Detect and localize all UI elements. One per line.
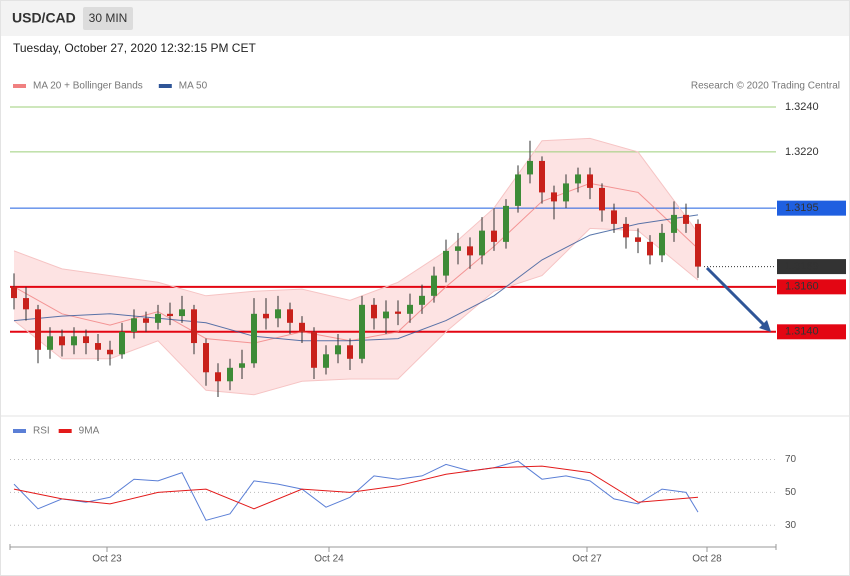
candle-body — [551, 192, 557, 202]
candle-body — [251, 313, 257, 364]
band-fill — [14, 138, 698, 395]
x-tick-label: Oct 23 — [92, 554, 122, 565]
symbol: USD/CAD — [12, 10, 76, 26]
level-label: 1.3160 — [785, 281, 819, 293]
candle-body — [599, 187, 605, 211]
timeframe: 30 MIN — [89, 11, 128, 25]
header-bar — [1, 1, 849, 36]
candle-body — [299, 322, 305, 332]
candle-body — [371, 304, 377, 319]
candle-body — [659, 232, 665, 256]
candle-body — [131, 318, 137, 332]
candle-body — [275, 309, 281, 319]
legend-label: MA 50 — [179, 81, 208, 92]
candle-body — [59, 336, 65, 346]
candle-body — [623, 223, 629, 238]
candle-body — [167, 313, 173, 317]
candle-body — [335, 345, 341, 355]
candle-body — [575, 174, 581, 184]
y-tick-label: 70 — [785, 454, 797, 465]
candle-body — [287, 309, 293, 323]
candle-body — [695, 223, 701, 267]
y-tick-label: 50 — [785, 487, 797, 498]
legend-label: RSI — [33, 426, 50, 437]
candle-body — [539, 160, 545, 193]
candle-body — [47, 336, 53, 350]
timestamp: Tuesday, October 27, 2020 12:32:15 PM CE… — [13, 41, 256, 55]
candle-body — [467, 246, 473, 256]
x-tick-label: Oct 28 — [692, 554, 722, 565]
candle-body — [191, 309, 197, 344]
level-label-box — [777, 259, 846, 275]
candle-body — [647, 241, 653, 256]
legend-swatch — [58, 429, 72, 433]
timeframe-box — [83, 7, 133, 30]
candle-body — [83, 336, 89, 344]
candle-body — [491, 230, 497, 242]
x-tick-label: Oct 27 — [572, 554, 602, 565]
candle-body — [671, 214, 677, 233]
candle-body — [203, 343, 209, 373]
candle-body — [563, 183, 569, 202]
level-label-box — [777, 279, 846, 295]
candle-body — [95, 343, 101, 350]
candle-body — [635, 237, 641, 242]
candle-body — [683, 214, 689, 224]
candle-body — [419, 295, 425, 305]
level-label: 1.3169 — [785, 261, 819, 273]
candle-body — [323, 354, 329, 368]
candle-body — [527, 160, 533, 175]
candle-body — [587, 174, 593, 188]
candle-body — [11, 286, 17, 299]
candle-body — [263, 313, 269, 319]
candle-body — [503, 205, 509, 242]
candle-body — [215, 372, 221, 382]
candle-body — [35, 309, 41, 350]
legend-swatch — [158, 84, 172, 88]
candle-body — [311, 331, 317, 368]
candle-body — [383, 311, 389, 319]
level-label: 1.3240 — [785, 101, 819, 113]
forecast-arrow — [705, 266, 768, 329]
candle-body — [179, 309, 185, 317]
level-label-box — [777, 200, 846, 216]
candle-body — [227, 367, 233, 382]
forecast-arrowhead — [759, 320, 771, 332]
candle-body — [143, 318, 149, 323]
candle-body — [239, 363, 245, 368]
candle-body — [155, 313, 161, 323]
candle-body — [395, 311, 401, 314]
candle-body — [443, 250, 449, 276]
level-label-box — [777, 324, 846, 340]
candle-body — [407, 304, 413, 314]
candle-body — [23, 298, 29, 310]
legend-swatch — [13, 84, 26, 88]
y-tick-label: 30 — [785, 520, 797, 531]
credit: Research © 2020 Trading Central — [691, 81, 840, 92]
candle-body — [611, 210, 617, 224]
candle-body — [515, 174, 521, 206]
candle-body — [107, 349, 113, 355]
band-line — [13, 227, 699, 396]
band-line — [13, 137, 699, 301]
candle-body — [431, 275, 437, 296]
legend-label: MA 20 + Bollinger Bands — [33, 81, 143, 92]
series-line — [13, 460, 699, 521]
level-label: 1.3220 — [785, 146, 819, 158]
level-label: 1.3195 — [785, 202, 819, 214]
candle-body — [71, 336, 77, 346]
candle-body — [347, 345, 353, 359]
candle-body — [359, 304, 365, 359]
candle-body — [119, 331, 125, 355]
series-line — [13, 465, 699, 510]
candle-body — [479, 230, 485, 256]
candle-body — [455, 246, 461, 251]
x-tick-label: Oct 24 — [314, 554, 344, 565]
legend-swatch — [13, 429, 26, 433]
level-label: 1.3140 — [785, 326, 819, 338]
legend-label: 9MA — [79, 426, 100, 437]
